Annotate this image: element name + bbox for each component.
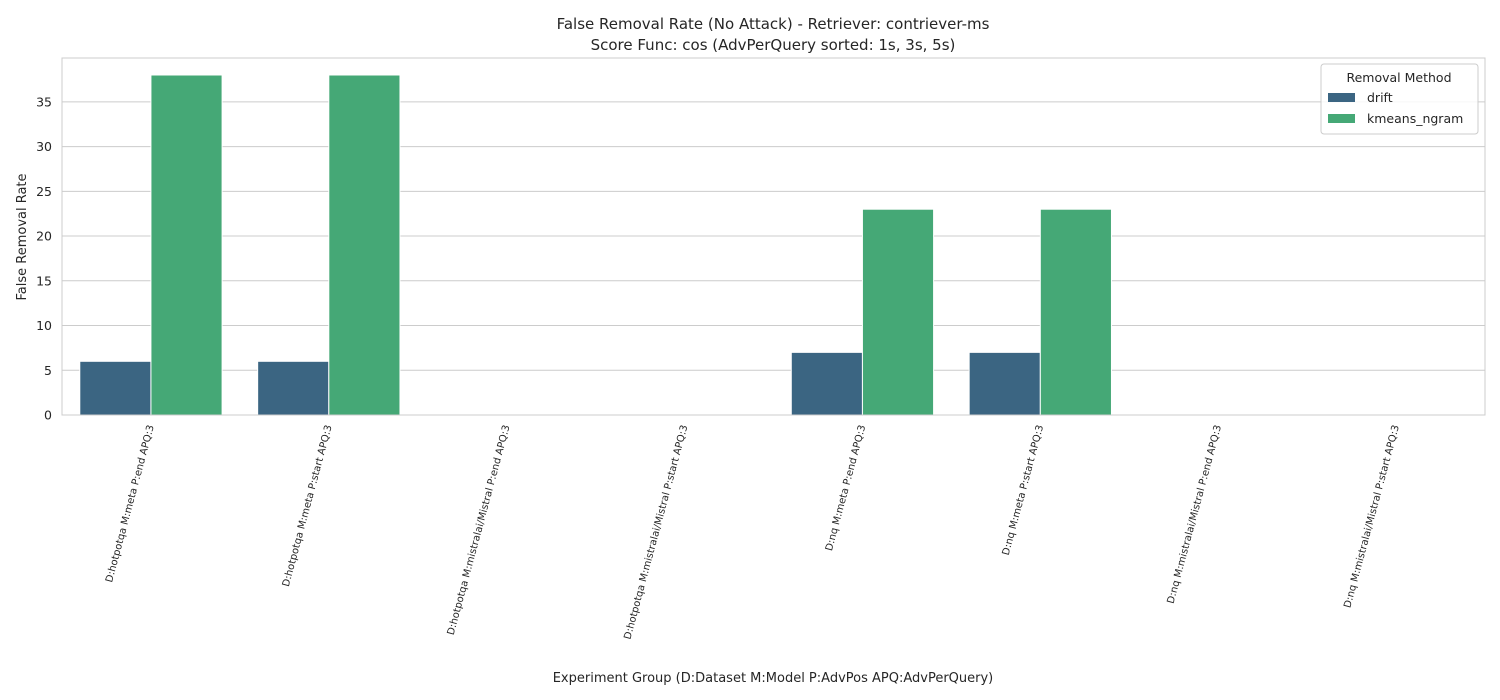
chart-title: False Removal Rate (No Attack) - Retriev… xyxy=(557,15,990,33)
x-tick-label: D:hotpotqa M:mistralai/Mistral P:end APQ… xyxy=(446,424,513,637)
legend-label-kmeans-ngram: kmeans_ngram xyxy=(1367,111,1463,126)
bar-kmeans-ngram-6 xyxy=(1039,208,1112,416)
legend-frame xyxy=(1320,63,1479,135)
bars xyxy=(79,74,1112,416)
bar-drift-1 xyxy=(79,360,152,416)
y-axis-label: False Removal Rate xyxy=(15,173,30,300)
y-tick-label: 10 xyxy=(36,318,52,333)
bar-drift-5 xyxy=(790,351,863,416)
x-axis-ticks: D:hotpotqa M:meta P:end APQ:3 D:hotpotqa … xyxy=(104,424,1402,641)
bar-kmeans-ngram-5 xyxy=(861,208,935,416)
y-tick-label: 5 xyxy=(44,363,52,378)
y-tick-label: 35 xyxy=(36,94,52,109)
bar-kmeans-ngram-2 xyxy=(328,74,401,416)
legend-title: Removal Method xyxy=(1346,70,1451,85)
chart-subtitle: Score Func: cos (AdvPerQuery sorted: 1s,… xyxy=(591,36,956,54)
y-tick-label: 15 xyxy=(36,273,52,288)
x-tick-label: D:hotpotqa M:mistralai/Mistral P:start A… xyxy=(623,424,691,641)
legend-label-drift: drift xyxy=(1367,90,1393,105)
x-tick-label: D:nq M:meta P:start APQ:3 xyxy=(1001,424,1046,557)
bar-drift-6 xyxy=(968,351,1041,416)
x-tick-label: D:nq M:mistralai/Mistral P:start APQ:3 xyxy=(1342,424,1402,609)
bar-drift-2 xyxy=(257,360,330,416)
x-tick-label: D:nq M:meta P:end APQ:3 xyxy=(824,424,868,552)
bar-kmeans-ngram-1 xyxy=(150,74,223,416)
plot-border xyxy=(61,57,1486,416)
y-tick-label: 30 xyxy=(36,139,52,154)
x-axis-label: Experiment Group (D:Dataset M:Model P:Ad… xyxy=(553,671,994,686)
y-tick-label: 20 xyxy=(36,229,52,244)
legend-swatch-kmeans-ngram xyxy=(1328,114,1355,123)
y-tick-label: 0 xyxy=(44,408,52,423)
y-axis-ticks: 0 5 10 15 20 25 30 35 xyxy=(36,94,52,422)
x-tick-label: D:hotpotqa M:meta P:end APQ:3 xyxy=(104,424,157,584)
x-tick-label: D:nq M:mistralai/Mistral P:end APQ:3 xyxy=(1166,424,1224,605)
y-tick-label: 25 xyxy=(36,184,52,199)
legend-swatch-drift xyxy=(1328,93,1355,102)
legend: Removal Method drift kmeans_ngram xyxy=(1320,63,1479,135)
x-tick-label: D:hotpotqa M:meta P:start APQ:3 xyxy=(281,424,335,588)
